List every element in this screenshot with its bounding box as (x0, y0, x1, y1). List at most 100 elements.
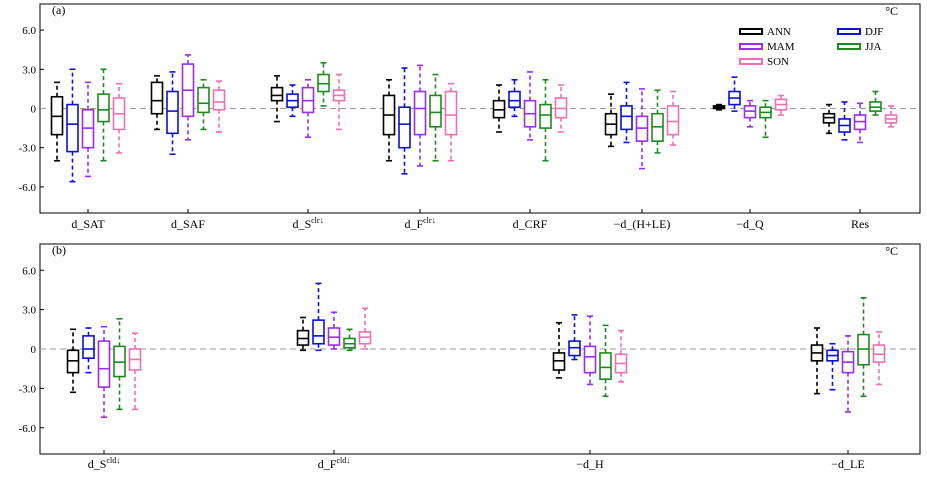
box-son (872, 331, 886, 386)
box-mam (81, 81, 95, 178)
legend-swatch (837, 43, 861, 50)
box-jja (651, 89, 664, 154)
box-jja (97, 68, 110, 162)
box-iqr (413, 90, 427, 136)
legend-item-ann: ANN (739, 26, 791, 38)
box-mam (743, 99, 757, 128)
box-son (358, 307, 372, 350)
box-iqr (398, 106, 411, 149)
legend-swatch (739, 58, 763, 65)
box-jja (317, 61, 330, 107)
panel-b: (b) °C 6.0 3.0 0 -3.0 -6.0 d_Scld↓ d_Fcld↓ −d_H… (19, 243, 921, 471)
legend-item-mam: MAM (739, 41, 795, 53)
box-son (112, 82, 126, 154)
x-tick-label: −d_(H+LE) (614, 217, 671, 231)
legend-swatch (837, 28, 861, 35)
box-jja (869, 90, 882, 116)
box-ann (150, 75, 164, 131)
box-ann (552, 321, 566, 379)
box-mam (181, 54, 195, 141)
x-tick-label: −d_LE (831, 457, 864, 471)
legend-label: MAM (767, 41, 795, 53)
box-djf (620, 81, 633, 144)
box-ann (382, 78, 396, 162)
box-mam (523, 71, 537, 141)
box-djf (838, 101, 851, 141)
box-jja (599, 324, 612, 398)
box-jja (759, 99, 772, 139)
panel-a-unit: °C (885, 4, 898, 18)
x-tick-label: d_Fcld↓ (318, 456, 350, 471)
box-son (332, 73, 346, 131)
box-iqr (539, 103, 552, 129)
box-jja (343, 328, 356, 352)
legend-label: DJF (865, 26, 883, 38)
panel-b-unit: °C (885, 244, 898, 258)
box-iqr (444, 90, 458, 136)
box-djf (568, 314, 581, 361)
box-jja (539, 78, 552, 162)
x-tick-label: d_Fclr↓ (404, 216, 435, 231)
x-tick-label: d_Sclr↓ (292, 216, 323, 231)
box-son (666, 90, 680, 146)
x-tick-label: −d_H (576, 457, 604, 471)
box-djf (166, 71, 179, 156)
box-ann (296, 316, 310, 352)
legend-label: ANN (767, 26, 791, 38)
box-jja (857, 297, 870, 398)
box-son (774, 94, 788, 116)
legend-item-djf: DJF (837, 26, 883, 38)
box-djf (286, 84, 299, 118)
box-djf (312, 282, 325, 352)
box-iqr (583, 345, 597, 374)
y-tick-label: 6.0 (22, 25, 36, 37)
legend-label: JJA (865, 41, 882, 53)
box-ann (712, 103, 726, 111)
box-son (128, 332, 142, 411)
box-iqr (97, 340, 111, 388)
x-tick-label: d_SAF (171, 217, 205, 231)
box-jja (197, 78, 210, 131)
box-djf (728, 76, 741, 112)
box-iqr (312, 319, 325, 345)
box-son (554, 84, 568, 133)
box-iqr (66, 103, 79, 153)
legend-item-jja: JJA (837, 41, 882, 53)
box-mam (301, 78, 315, 139)
y-tick-label: 0 (31, 104, 37, 116)
panel-a-label: (a) (52, 3, 65, 17)
box-jja (113, 318, 126, 411)
y-tick-label: -3.0 (19, 143, 37, 155)
box-iqr (620, 105, 633, 131)
box-djf (398, 67, 411, 175)
box-ann (270, 75, 284, 123)
box-ann (492, 84, 506, 133)
box-son (212, 80, 226, 133)
x-tick-label: Res (851, 217, 869, 231)
x-tick-label: d_Scld↓ (88, 456, 120, 471)
box-mam (583, 315, 597, 386)
box-iqr (270, 86, 284, 102)
box-ann (822, 103, 836, 135)
legend-swatch (739, 43, 763, 50)
box-iqr (166, 90, 179, 135)
y-tick-label: 3.0 (22, 305, 36, 317)
box-son (884, 105, 898, 128)
box-djf (826, 342, 839, 391)
legend-swatch (739, 28, 763, 35)
y-tick-label: 0 (31, 344, 37, 356)
box-ann (604, 93, 618, 148)
box-iqr (599, 352, 612, 380)
box-son (614, 329, 628, 383)
box-iqr (197, 86, 210, 114)
legend-label: SON (767, 56, 789, 68)
legend: ANN DJF MAM JJA SON (739, 26, 883, 68)
y-tick-label: 3.0 (22, 64, 36, 76)
box-iqr (508, 90, 521, 108)
box-jja (429, 73, 442, 162)
box-djf (508, 78, 521, 118)
y-tick-label: 6.0 (22, 265, 36, 277)
x-tick-label: d_CRF (513, 217, 548, 231)
y-tick-label: -6.0 (19, 423, 37, 435)
